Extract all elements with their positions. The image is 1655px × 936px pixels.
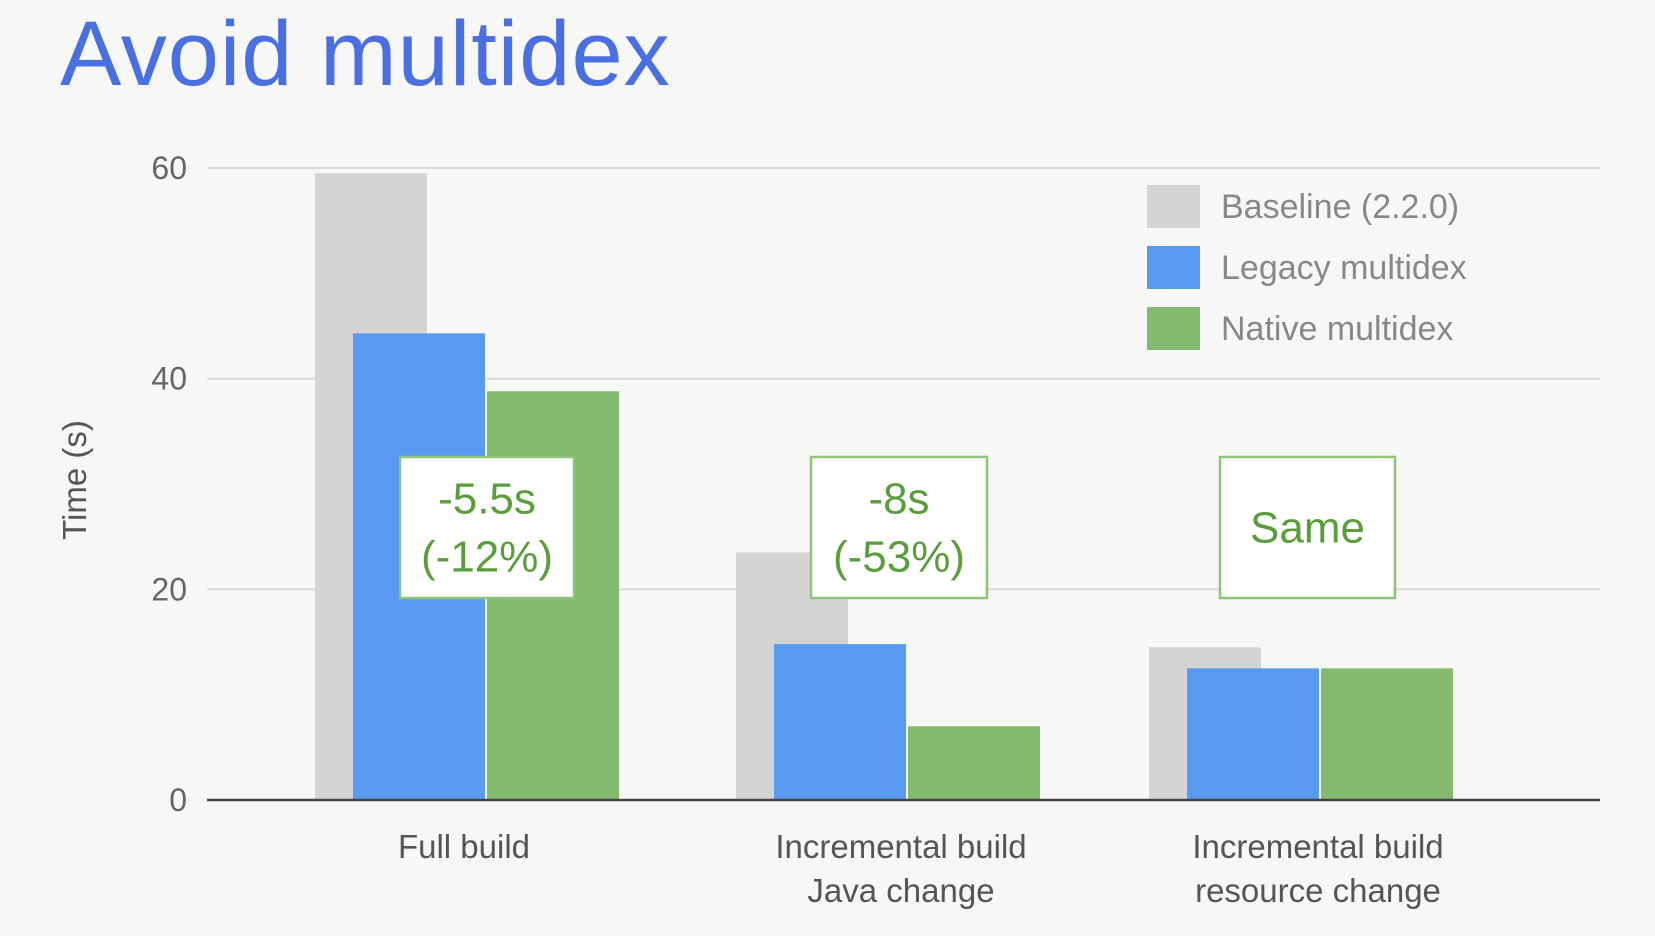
category-labels: Full build Incremental build Java changeIn… — [398, 828, 1444, 909]
y-axis-ticks: 0 20 40 60 — [151, 150, 187, 818]
category-label-line: Full build — [398, 828, 530, 865]
category-label-line: Incremental build — [775, 828, 1026, 865]
annotation-text: (-53%) — [833, 533, 965, 582]
legend-swatch — [1147, 307, 1200, 350]
slide-title: Avoid multidex — [60, 3, 671, 105]
annotations: -5.5s (-12%) -8s (-53%) Same — [398, 455, 1397, 600]
y-axis-label: Time (s) — [56, 420, 93, 540]
category-label-line: resource change — [1195, 872, 1441, 909]
category-label-line: Java change — [807, 872, 994, 909]
annotation-box — [1218, 455, 1397, 600]
legend: Baseline (2.2.0) Legacy multidex Native mu… — [1147, 185, 1467, 350]
y-tick-label: 60 — [151, 150, 187, 186]
category-label-line: Incremental build — [1192, 828, 1443, 865]
annotation-box — [809, 455, 989, 600]
bar — [908, 726, 1040, 800]
legend-label: Baseline (2.2.0) — [1221, 188, 1459, 226]
legend-label: Native multidex — [1221, 310, 1453, 348]
y-tick-label: 40 — [151, 361, 187, 397]
annotation-text: -8s — [868, 475, 929, 524]
legend-swatch — [1147, 246, 1200, 289]
annotation-text: -5.5s — [438, 475, 536, 524]
y-tick-label: 20 — [151, 571, 187, 607]
category-label: Full build — [398, 828, 530, 865]
annotation-text: Same — [1250, 504, 1365, 553]
bar — [1187, 668, 1319, 800]
category-label: Incremental build resource change — [1192, 828, 1443, 909]
legend-label: Legacy multidex — [1221, 249, 1467, 287]
annotation-box — [398, 455, 576, 600]
y-tick-label: 0 — [169, 782, 187, 818]
bar — [1321, 668, 1453, 800]
bar — [774, 644, 906, 800]
category-label: Incremental build Java change — [775, 828, 1026, 909]
legend-swatch — [1147, 185, 1200, 228]
annotation-text: (-12%) — [421, 533, 553, 582]
